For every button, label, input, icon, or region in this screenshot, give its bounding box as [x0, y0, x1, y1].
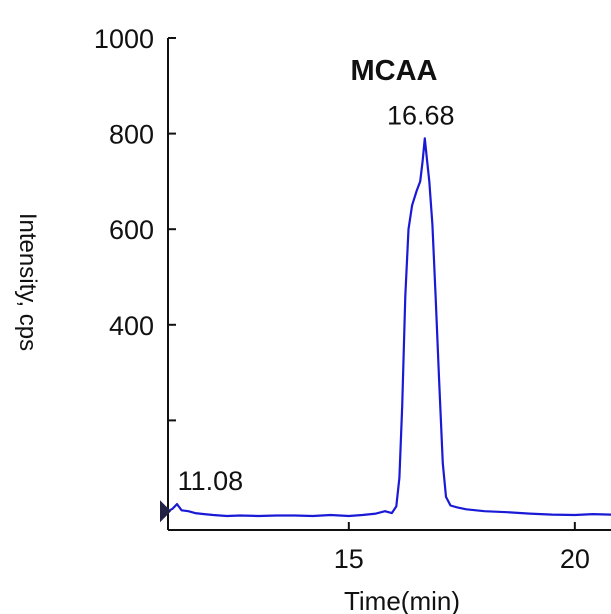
y-tick-label: 800 — [109, 120, 154, 150]
x-axis-label: Time(min) — [344, 586, 460, 614]
peak-labels: 11.08 16.68 — [178, 100, 455, 496]
start-marker — [160, 500, 171, 523]
series-group — [167, 137, 611, 518]
peak-label: 11.08 — [178, 466, 244, 496]
axes — [167, 38, 611, 531]
y-tick-label: 400 — [109, 311, 154, 341]
y-axis-label: Intensity, cps — [14, 213, 41, 351]
chromatogram-trace — [167, 137, 611, 518]
x-tick-label: 20 — [560, 544, 590, 574]
y-tick-label: 600 — [109, 215, 154, 245]
peak-label: 16.68 — [387, 100, 455, 130]
y-ticks: 400 600 800 1000 — [94, 24, 176, 422]
y-tick-label: 1000 — [94, 24, 154, 54]
x-ticks: 15 20 — [334, 522, 590, 574]
chart-title: MCAA — [351, 55, 438, 87]
x-tick-label: 15 — [334, 544, 364, 574]
